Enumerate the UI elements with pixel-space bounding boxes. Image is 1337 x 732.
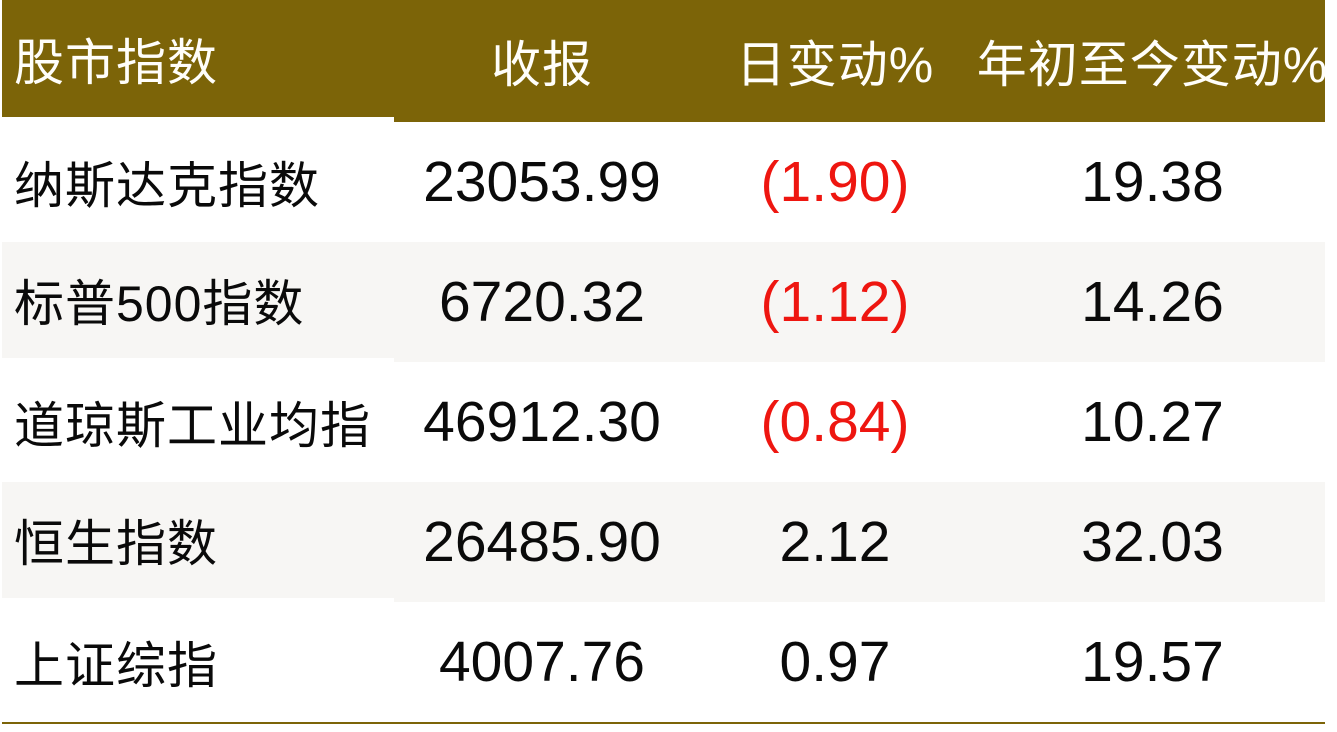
index-name: 上证综指 [14,638,218,694]
daily-change-value: 0.97 [779,630,891,694]
index-name: 恒生指数 [2,482,394,602]
column-header-close: 收报 [491,37,593,93]
table-row: 纳斯达克指数 23053.99 (1.90) 19.38 [2,122,1325,242]
table-row: 道琼斯工业均指 46912.30 (0.84) 10.27 [2,362,1325,482]
table-header-row: 股市指数 收报 日变动% 年初至今变动% [2,0,1329,122]
daily-change-value: (1.90) [760,150,910,214]
daily-change-value: (0.84) [760,390,910,454]
ytd-change-value: 32.03 [1081,510,1224,574]
close-value: 6720.32 [438,270,646,334]
close-value: 4007.76 [438,630,646,694]
close-value: 46912.30 [423,390,661,454]
index-name: 纳斯达克指数 [14,158,320,214]
table-bottom-rule [2,722,1325,724]
ytd-change-value: 19.38 [1081,150,1224,214]
close-value: 23053.99 [423,150,661,214]
index-name: 标普500指数 [2,242,394,362]
column-header-daily-change: 日变动% [735,37,935,93]
table-row: 上证综指 4007.76 0.97 19.57 [2,602,1325,722]
daily-change-value: (1.12) [760,270,910,334]
close-value: 26485.90 [423,510,661,574]
ytd-change-value: 14.26 [1081,270,1224,334]
column-header-ytd-change: 年初至今变动% [976,37,1329,93]
column-header-index-name: 股市指数 [2,0,394,122]
ytd-change-value: 19.57 [1081,630,1224,694]
ytd-change-value: 10.27 [1081,390,1224,454]
table-row: 标普500指数 6720.32 (1.12) 14.26 [2,242,1325,362]
table-row: 恒生指数 26485.90 2.12 32.03 [2,482,1325,602]
daily-change-value: 2.12 [779,510,891,574]
index-name: 道琼斯工业均指 [14,398,371,454]
